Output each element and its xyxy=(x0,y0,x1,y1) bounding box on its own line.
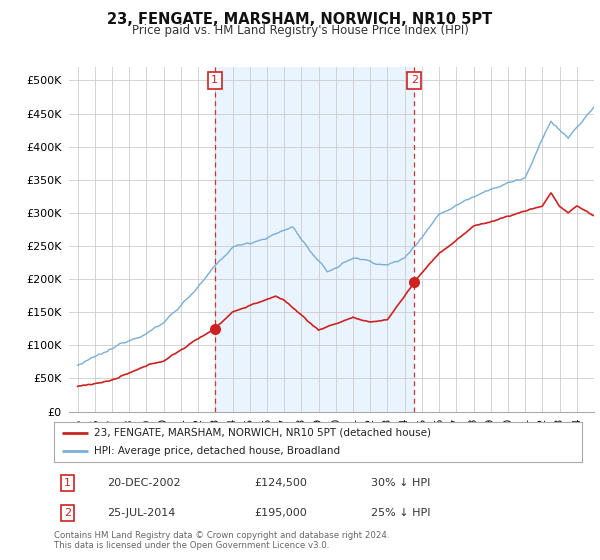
Text: HPI: Average price, detached house, Broadland: HPI: Average price, detached house, Broa… xyxy=(94,446,340,456)
Text: 2: 2 xyxy=(64,508,71,518)
Text: 23, FENGATE, MARSHAM, NORWICH, NR10 5PT: 23, FENGATE, MARSHAM, NORWICH, NR10 5PT xyxy=(107,12,493,27)
Text: 1: 1 xyxy=(211,76,218,86)
Text: Contains HM Land Registry data © Crown copyright and database right 2024.
This d: Contains HM Land Registry data © Crown c… xyxy=(54,531,389,550)
Text: £195,000: £195,000 xyxy=(254,508,307,518)
Bar xyxy=(215,67,414,412)
Text: 25% ↓ HPI: 25% ↓ HPI xyxy=(371,508,430,518)
Text: 20-DEC-2002: 20-DEC-2002 xyxy=(107,478,181,488)
Text: 2: 2 xyxy=(411,76,418,86)
Text: £124,500: £124,500 xyxy=(254,478,308,488)
Text: 1: 1 xyxy=(64,478,71,488)
Text: 30% ↓ HPI: 30% ↓ HPI xyxy=(371,478,430,488)
Text: 23, FENGATE, MARSHAM, NORWICH, NR10 5PT (detached house): 23, FENGATE, MARSHAM, NORWICH, NR10 5PT … xyxy=(94,428,431,437)
Text: Price paid vs. HM Land Registry's House Price Index (HPI): Price paid vs. HM Land Registry's House … xyxy=(131,24,469,36)
Text: 25-JUL-2014: 25-JUL-2014 xyxy=(107,508,175,518)
